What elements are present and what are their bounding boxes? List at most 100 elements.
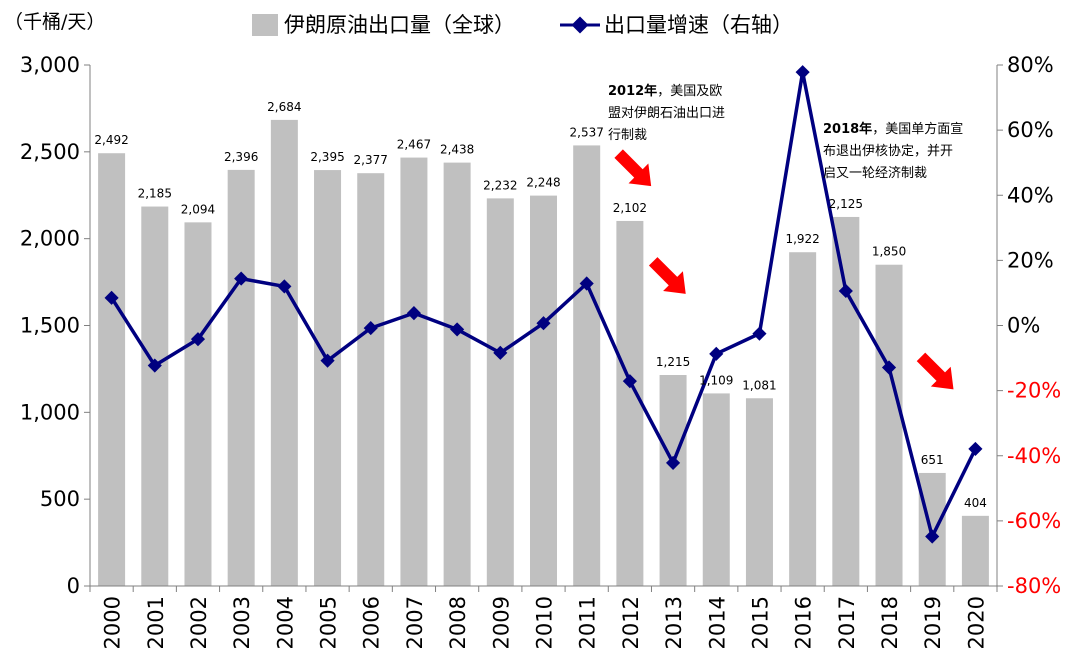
bar-value-label-2008: 2,438 xyxy=(440,143,474,157)
annotation-2012-line-1-text: ，美国及欧 xyxy=(657,84,722,99)
bar-value-label-2013: 1,215 xyxy=(656,355,690,369)
growth-point-2007 xyxy=(406,306,421,321)
bar-2020 xyxy=(961,515,989,586)
y-left-tick-label: 1,500 xyxy=(20,314,80,338)
annotation-2012-year: 2012年 xyxy=(608,83,657,99)
bar-value-label-2011: 2,537 xyxy=(570,125,604,139)
growth-point-2010 xyxy=(536,316,551,331)
x-tick-label-2017: 2017 xyxy=(835,596,859,649)
legend-line-marker xyxy=(571,16,589,34)
growth-point-2006 xyxy=(363,321,378,336)
annotation-2012: 2012年，美国及欧 盟对伊朗石油出口进 行制裁 xyxy=(608,83,725,143)
red-arrow-shape xyxy=(916,352,954,390)
growth-point-2019 xyxy=(925,529,940,544)
bar-2009 xyxy=(486,198,514,586)
x-tick-label-2020: 2020 xyxy=(964,596,988,649)
bar-value-label-2005: 2,395 xyxy=(310,150,344,164)
red-arrow-shape xyxy=(648,257,686,294)
bar-2003 xyxy=(227,169,255,587)
bar-2007 xyxy=(400,157,428,586)
growth-point-2000 xyxy=(104,290,119,305)
annotation-2018-year: 2018年 xyxy=(823,121,872,137)
bar-value-label-2002: 2,094 xyxy=(181,202,215,216)
x-tick-label-2013: 2013 xyxy=(662,596,686,649)
annotation-2018-line-2: 布退出伊核协定，并开 xyxy=(823,144,953,159)
growth-point-2011 xyxy=(579,276,594,291)
y-right-tick-label: 20% xyxy=(1007,248,1054,272)
y-right-tick-label: -80% xyxy=(1007,574,1061,598)
bar-2018 xyxy=(875,264,903,586)
bar-value-label-2017: 2,125 xyxy=(829,197,863,211)
bar-value-label-2000: 2,492 xyxy=(94,133,128,147)
x-tick-label-2018: 2018 xyxy=(878,596,902,649)
x-tick-label-2003: 2003 xyxy=(230,596,254,649)
labels-layer: 2,492 2,185 2,094 2,396 2,684 2,395 2,377 2,467… xyxy=(94,100,986,510)
x-tick-label-2008: 2008 xyxy=(446,596,470,649)
y-left-tick-label: 3,000 xyxy=(20,53,80,77)
arrows-layer xyxy=(614,149,954,390)
y-left-tick-label: 500 xyxy=(40,487,80,511)
x-tick-label-2012: 2012 xyxy=(619,596,643,649)
left-axis-unit-label: （千桶/天） xyxy=(4,11,105,33)
growth-point-2004 xyxy=(277,279,292,294)
x-tick-label-2011: 2011 xyxy=(576,596,600,649)
bar-2002 xyxy=(184,222,212,587)
bar-2000 xyxy=(98,153,126,587)
bar-2001 xyxy=(141,206,169,586)
growth-point-2014 xyxy=(709,346,724,361)
y-right-tick-label: -40% xyxy=(1007,444,1061,468)
axes-layer: 0 500 1,000 1,500 2,000 2,500 3,000 -80% -60% -40… xyxy=(20,53,1061,649)
growth-point-2018 xyxy=(881,360,897,375)
bars-layer xyxy=(98,119,989,587)
y-right-tick-label: 40% xyxy=(1007,183,1054,207)
growth-point-2017 xyxy=(838,283,853,299)
red-arrow-icon xyxy=(614,149,652,187)
x-tick-label-2015: 2015 xyxy=(748,596,772,649)
bar-value-label-2007: 2,467 xyxy=(397,138,431,152)
bar-value-label-2004: 2,684 xyxy=(267,100,301,114)
y-left-tick-label: 1,000 xyxy=(20,400,80,424)
y-right-tick-label: -60% xyxy=(1007,509,1061,533)
y-left-tick-label: 0 xyxy=(67,574,80,598)
x-tick-label-2010: 2010 xyxy=(533,596,557,649)
y-right-tick-label: 60% xyxy=(1007,118,1054,142)
growth-point-2020 xyxy=(968,441,983,456)
bar-2014 xyxy=(702,393,730,586)
bar-2015 xyxy=(745,398,773,586)
bar-2004 xyxy=(270,119,298,587)
bar-value-label-2016: 1,922 xyxy=(785,232,819,246)
x-tick-label-2007: 2007 xyxy=(403,596,427,649)
bar-value-label-2012: 2,102 xyxy=(613,201,647,215)
legend-bar-swatch xyxy=(252,14,278,36)
annotation-2018-line-1: 2018年，美国单方面宣 xyxy=(823,121,963,137)
growth-point-2016 xyxy=(795,65,810,80)
red-arrow-icon xyxy=(916,352,954,390)
bar-2016 xyxy=(789,252,817,587)
bar-value-label-2009: 2,232 xyxy=(483,178,517,192)
bar-value-label-2015: 1,081 xyxy=(742,378,776,392)
x-tick-label-2006: 2006 xyxy=(360,596,384,649)
bar-2013 xyxy=(659,374,687,586)
bar-2008 xyxy=(443,162,471,587)
red-arrow-icon xyxy=(648,257,686,294)
bar-2012 xyxy=(616,220,644,586)
annotation-2012-line-3: 行制裁 xyxy=(608,127,647,143)
bar-2005 xyxy=(314,170,342,586)
legend-bar-label: 伊朗原油出口量（全球） xyxy=(284,13,515,37)
annotation-2018-line-1-text: ，美国单方面宣 xyxy=(872,121,963,137)
bar-value-label-2018: 1,850 xyxy=(872,245,906,259)
x-tick-label-2019: 2019 xyxy=(921,596,945,649)
annotation-2012-line-2: 盟对伊朗石油出口进 xyxy=(608,106,725,121)
x-tick-label-2009: 2009 xyxy=(489,596,513,649)
x-tick-label-2000: 2000 xyxy=(101,596,125,649)
growth-point-2012 xyxy=(622,374,637,389)
bar-2006 xyxy=(357,173,385,586)
bar-value-label-2001: 2,185 xyxy=(138,187,172,201)
y-right-tick-label: -20% xyxy=(1007,379,1061,403)
growth-point-2008 xyxy=(450,322,465,337)
x-tick-label-2014: 2014 xyxy=(705,596,729,649)
line-layer xyxy=(104,65,983,544)
bar-2017 xyxy=(832,216,860,587)
bar-value-label-2003: 2,396 xyxy=(224,150,258,164)
y-left-tick-label: 2,500 xyxy=(20,140,80,164)
